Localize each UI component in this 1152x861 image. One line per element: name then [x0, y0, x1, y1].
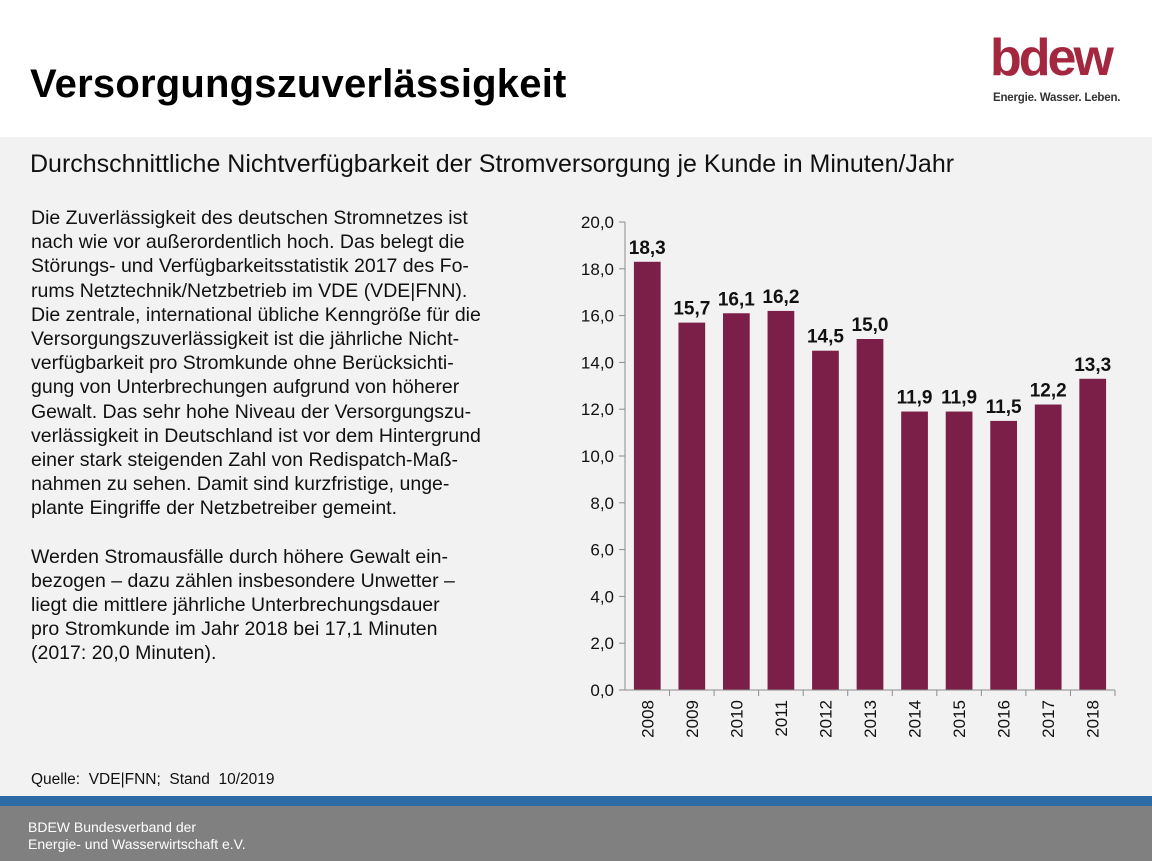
bar-2009	[678, 322, 706, 690]
y-tick-label: 12,0	[581, 400, 614, 419]
x-tick-label: 2014	[906, 700, 925, 738]
bdew-logo: bdew Energie. Wasser. Leben.	[990, 29, 1140, 110]
data-label: 18,3	[629, 238, 666, 259]
bar-chart: 0,02,04,06,08,010,012,014,016,018,020,0 …	[581, 213, 1116, 738]
text-line: Die Zuverlässigkeit des deutschen Stromn…	[31, 207, 468, 229]
bar-2013	[856, 339, 884, 690]
x-tick-label: 2012	[816, 700, 835, 738]
footer-org-line1: BDEW Bundesverband der	[28, 819, 197, 835]
text-line: gung von Unterbrechungen aufgrund von hö…	[31, 376, 460, 399]
text-line: nahmen zu sehen. Damit sind kurzfristige…	[31, 473, 450, 496]
x-tick-label: 2017	[1039, 700, 1058, 738]
data-labels: 18,3 15,7 16,1 16,2 14,5 15,0 11,9 11,9 11,5 12,2…	[629, 238, 1111, 418]
x-tick-label: 2009	[683, 700, 702, 738]
bar-2008	[633, 261, 661, 690]
x-tick-label: 2018	[1084, 700, 1103, 738]
bar-2017	[1034, 404, 1062, 690]
bar-2011	[767, 310, 795, 690]
bar-2010	[723, 313, 750, 690]
accent-stripe	[0, 796, 1152, 806]
paragraph-spacer	[31, 521, 551, 545]
bar-2016	[990, 420, 1017, 690]
y-tick-label: 20,0	[581, 213, 614, 232]
logo-tagline: Energie. Wasser. Leben.	[993, 92, 1121, 104]
paragraph-reliability: Die Zuverlässigkeit des deutschen Stromn…	[31, 206, 551, 521]
y-tick-label: 14,0	[581, 353, 614, 372]
bar-2018	[1079, 378, 1107, 690]
data-label: 11,5	[986, 397, 1022, 418]
bar-2014	[901, 411, 928, 690]
chart-subtitle: Durchschnittliche Nichtverfügbarkeit der…	[30, 150, 955, 178]
text-line: Werden Stromausfälle durch höhere Gewalt…	[31, 545, 448, 568]
body-text: Die Zuverlässigkeit des deutschen Stromn…	[31, 206, 551, 666]
y-tick-label: 8,0	[590, 494, 614, 513]
data-label: 11,9	[941, 388, 977, 409]
y-tick-label: 4,0	[590, 587, 614, 606]
text-line: nach wie vor außerordentlich hoch. Das b…	[31, 231, 465, 254]
x-tick-label: 2015	[950, 700, 969, 738]
y-tick-label: 18,0	[581, 260, 614, 279]
x-tick-label: 2011	[772, 700, 791, 737]
x-axis: 2008 2009 2010 2011 2012 2013 2014 2015 2016 2017…	[625, 689, 1116, 738]
data-label: 15,7	[673, 299, 710, 320]
text-line: Gewalt. Das sehr hohe Niveau der Versorg…	[31, 400, 472, 423]
paragraph-force-majeure: Werden Stromausfälle durch höhere Gewalt…	[31, 545, 551, 666]
page-title: Versorgungszuverlässigkeit	[30, 62, 567, 106]
x-tick-label: 2010	[727, 700, 746, 738]
y-axis: 0,0 2,0 4,0 6,0 8,0 10,0 12,0 14,0 16,0 18,0 20,0	[581, 213, 626, 700]
data-label: 13,3	[1074, 355, 1111, 376]
data-label: 11,9	[897, 388, 933, 409]
data-label: 16,2	[762, 287, 799, 308]
y-tick-label: 0,0	[590, 681, 614, 700]
x-tick-label: 2016	[995, 700, 1014, 738]
text-line: plante Eingriffe der Netzbetreiber gemei…	[31, 497, 398, 520]
text-line: Störungs- und Verfügbarkeitsstatistik 20…	[31, 255, 469, 278]
bar-2012	[812, 350, 839, 690]
data-label: 15,0	[852, 315, 889, 336]
y-tick-label: 6,0	[590, 541, 614, 560]
source-note: Quelle: VDE|FNN; Stand 10/2019	[31, 771, 275, 788]
logo-wordmark: bdew	[990, 29, 1114, 87]
data-label: 16,1	[718, 289, 755, 310]
footer-org-line2: Energie- und Wasserwirtschaft e.V.	[28, 836, 246, 852]
y-tick-label: 10,0	[581, 447, 614, 466]
text-line: verfügbarkeit pro Stromkunde ohne Berück…	[31, 352, 454, 375]
bar-2015	[945, 411, 973, 690]
text-line: Versorgungszuverlässigkeit ist die jährl…	[31, 328, 460, 351]
data-label: 12,2	[1030, 381, 1067, 402]
text-line: bezogen – dazu zählen insbesondere Unwet…	[31, 569, 455, 592]
y-tick-label: 2,0	[590, 634, 614, 653]
y-tick-label: 16,0	[581, 307, 614, 326]
text-line: einer stark steigenden Zahl von Redispat…	[31, 449, 459, 472]
x-tick-label: 2008	[638, 700, 657, 738]
bars	[633, 261, 1107, 690]
text-line: pro Stromkunde im Jahr 2018 bei 17,1 Min…	[31, 618, 438, 641]
text-line: verlässigkeit in Deutschland ist vor dem…	[31, 424, 481, 447]
header-band: Versorgungszuverlässigkeit bdew Energie.…	[0, 0, 1152, 137]
x-tick-label: 2013	[861, 700, 880, 738]
text-line: rums Netztechnik/Netzbetrieb im VDE (VDE…	[31, 279, 468, 302]
footer: BDEW Bundesverband der Energie- und Wass…	[0, 806, 1152, 861]
text-line: Die zentrale, international übliche Kenn…	[31, 303, 481, 326]
text-line: liegt die mittlere jährliche Unterbrechu…	[31, 594, 440, 617]
text-line: (2017: 20,0 Minuten).	[31, 642, 217, 665]
data-label: 14,5	[807, 327, 844, 348]
